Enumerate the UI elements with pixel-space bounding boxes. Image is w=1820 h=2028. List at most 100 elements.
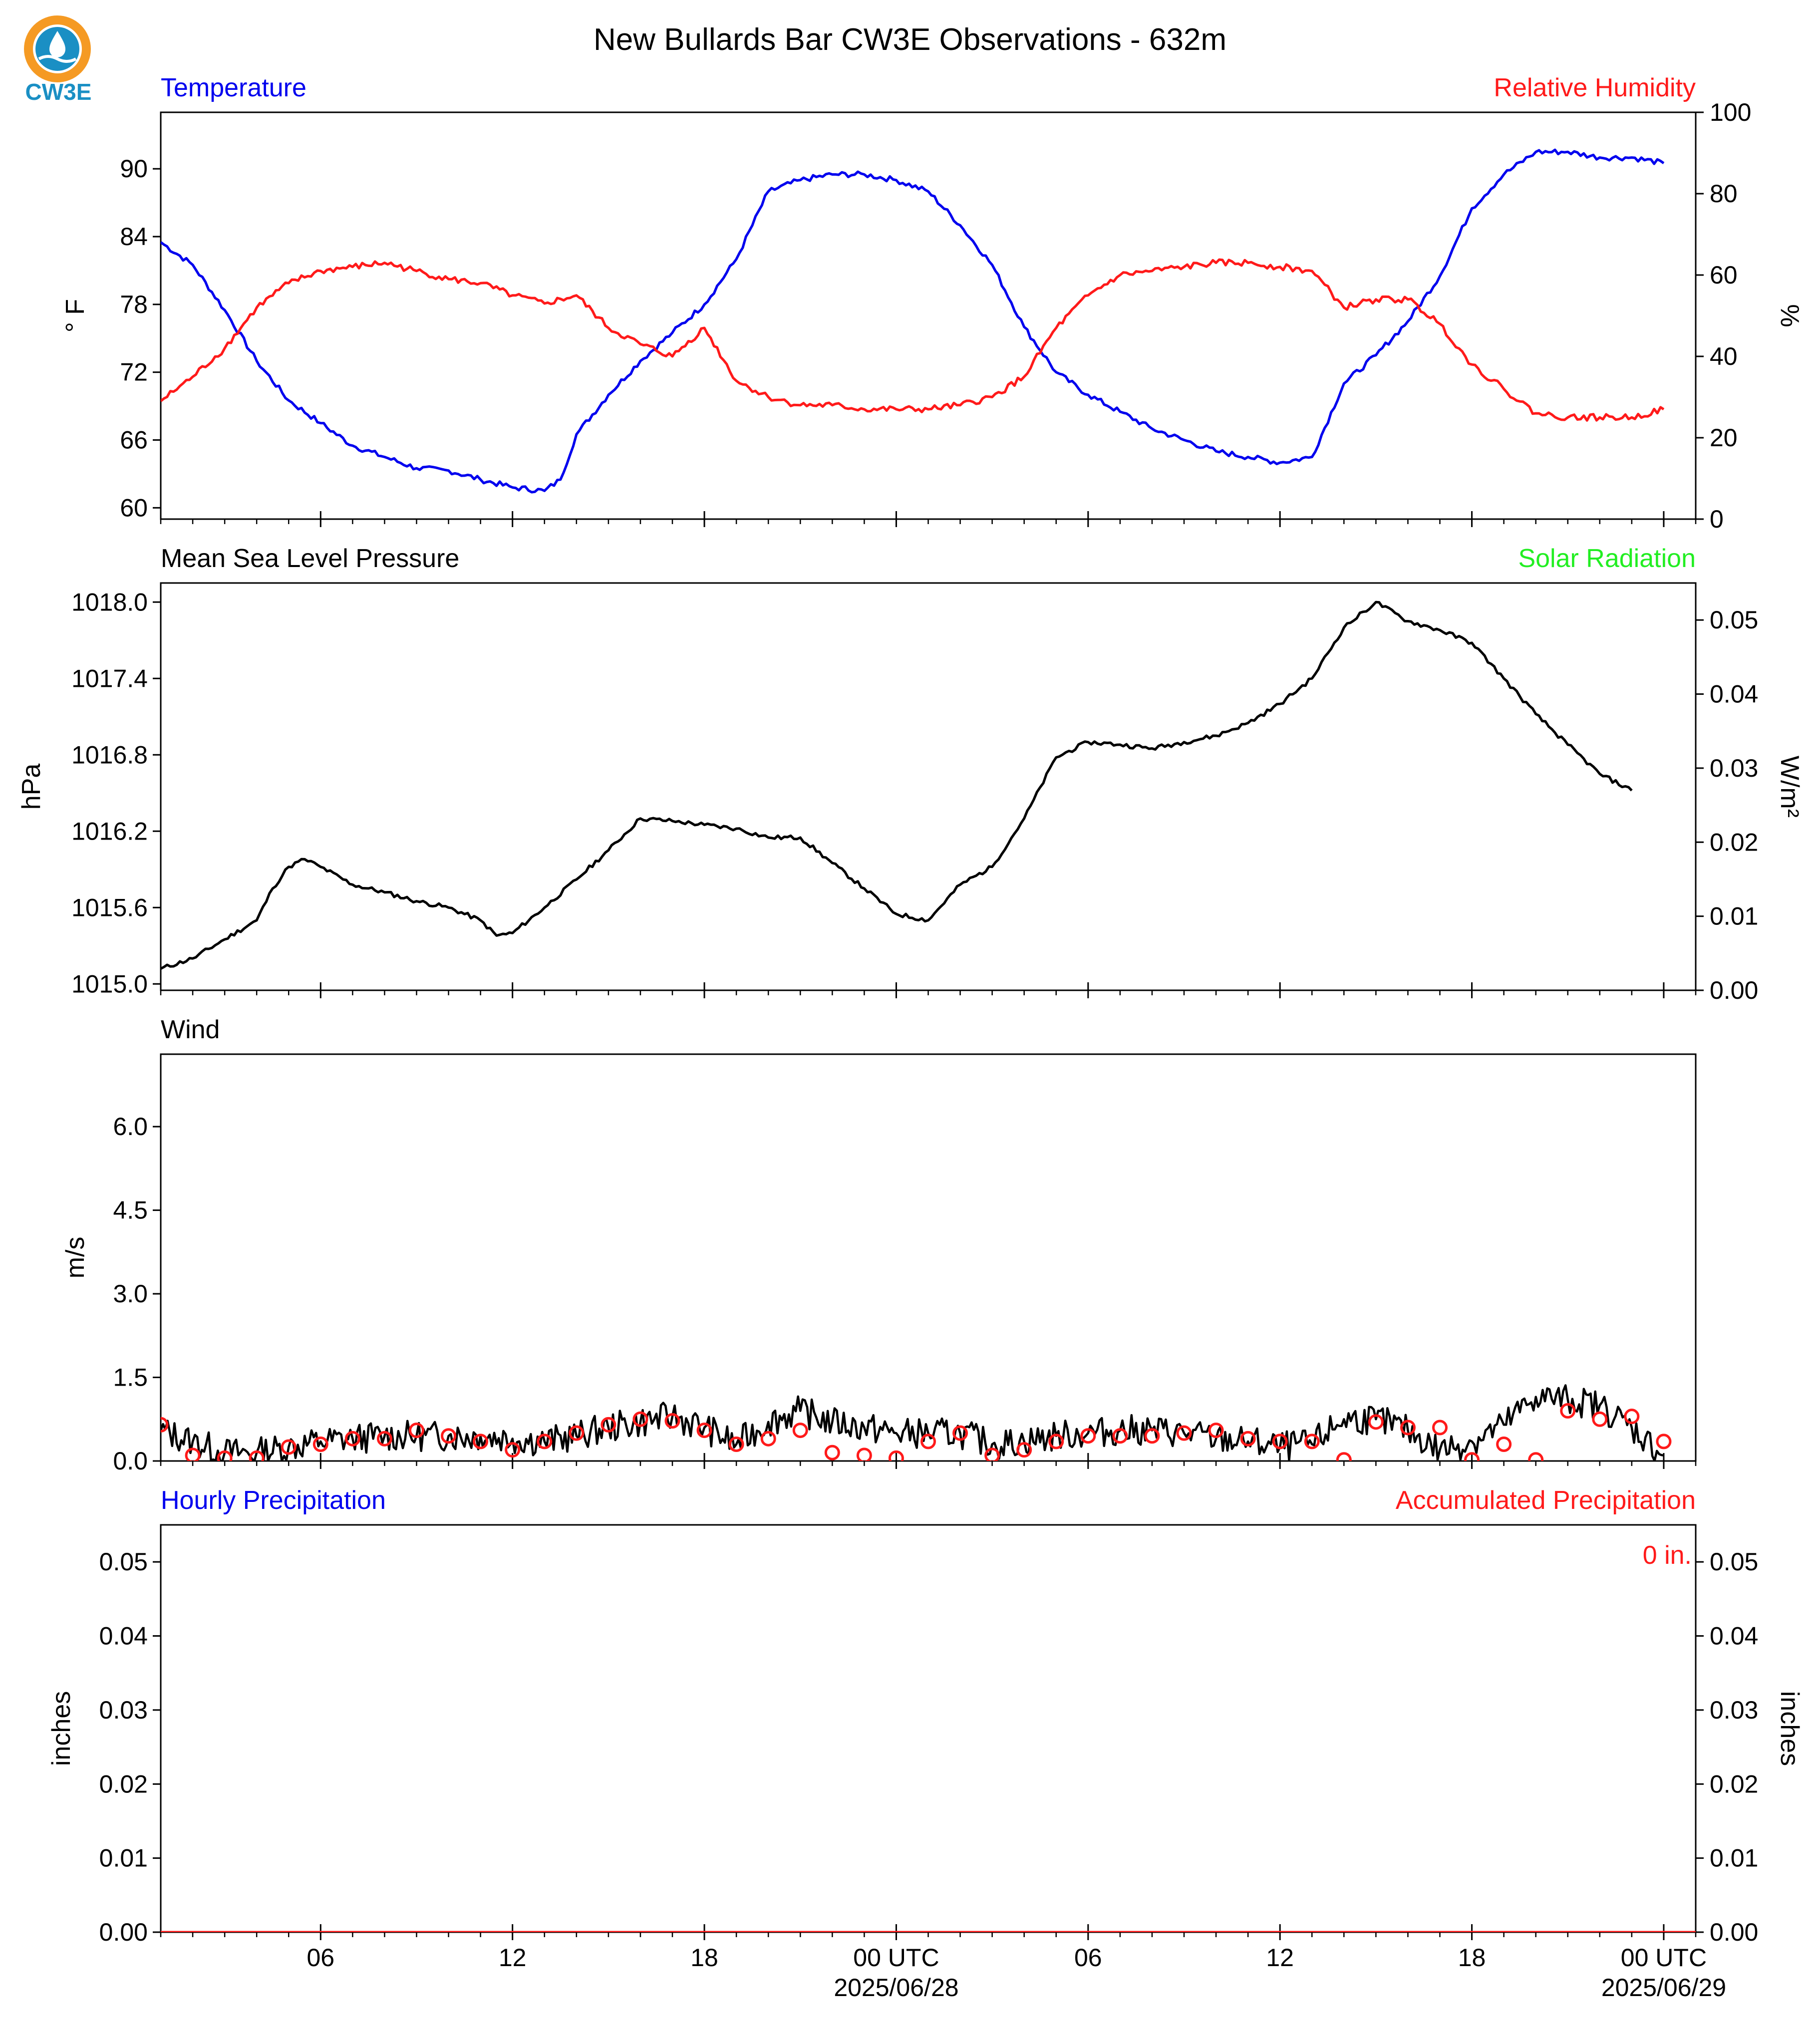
y-tick-label-left: 0.00 (99, 1918, 148, 1946)
wind-hourly-marker (1496, 1437, 1512, 1452)
wind-hourly-marker (1592, 1411, 1608, 1427)
x-tick-label: 00 UTC (853, 1944, 939, 1972)
wind-hourly-marker (856, 1448, 872, 1461)
series-line-mean-sea-level-pressure (161, 600, 1633, 970)
panel-2: 1015.0 1015.6 1016.2 1016.8 1017.4 1018.0 0.00… (17, 544, 1804, 1004)
y-tick-label-left: 1015.6 (71, 893, 148, 921)
series-line-temperature (161, 148, 1665, 494)
y-tick-label-right: 0.05 (1710, 1548, 1758, 1576)
panel-title-right: Accumulated Precipitation (1396, 1486, 1696, 1515)
y-tick-label-left: 0.02 (99, 1770, 148, 1798)
wind-hourly-marker (505, 1442, 521, 1458)
y-tick-label-left: 3.0 (113, 1280, 148, 1308)
wind-hourly-marker (409, 1423, 424, 1439)
y-tick-label-left: 1016.8 (71, 741, 148, 769)
wind-hourly-marker (1304, 1434, 1320, 1449)
accumulated-total-label: 0 in. (1643, 1541, 1692, 1570)
wind-hourly-marker (888, 1450, 904, 1461)
logo-text: CW3E (25, 79, 92, 105)
y-tick-label-left: 90 (120, 155, 148, 183)
wind-hourly-marker (249, 1450, 265, 1461)
cw3e-logo: CW3E (24, 15, 92, 105)
y-tick-label-left: 1.5 (113, 1364, 148, 1392)
y-tick-label-right: 0.03 (1710, 1696, 1758, 1724)
y-tick-label-right: 0.02 (1710, 828, 1758, 856)
wind-hourly-marker (473, 1434, 489, 1449)
wind-hourly-marker (760, 1431, 776, 1447)
y-tick-label-left: 78 (120, 290, 148, 318)
wind-hourly-marker (185, 1448, 201, 1461)
wind-hourly-marker (824, 1445, 840, 1460)
x-tick-label: 06 (1074, 1944, 1102, 1972)
panel-title-left: Temperature (161, 73, 306, 102)
plot-frame (160, 1524, 1697, 1933)
y-tick-label-left: 84 (120, 223, 148, 251)
panel-title-right: Relative Humidity (1494, 73, 1696, 102)
wind-hourly-marker (696, 1423, 712, 1439)
y-tick-label-right: 80 (1710, 180, 1738, 208)
y-tick-label-right: 0.02 (1710, 1770, 1758, 1798)
x-tick-label: 18 (1458, 1944, 1486, 1972)
wind-hourly-marker (1656, 1434, 1672, 1449)
wind-hourly-marker (984, 1448, 1000, 1461)
y-axis-label-left: inches (47, 1691, 76, 1766)
wind-hourly-marker (1400, 1420, 1416, 1436)
wind-hourly-marker (1272, 1434, 1288, 1449)
panel-title-left: Wind (161, 1015, 220, 1044)
series-line-wind-speed (161, 1384, 1664, 1461)
x-tick-label: 12 (1266, 1944, 1294, 1972)
y-tick-label-right: 40 (1710, 342, 1738, 370)
y-tick-label-left: 6.0 (113, 1113, 148, 1141)
y-tick-label-left: 66 (120, 426, 148, 454)
panel-title-left: Hourly Precipitation (161, 1486, 386, 1515)
x-tick-label: 00 UTC (1621, 1944, 1707, 1972)
wind-hourly-marker (664, 1413, 680, 1429)
wind-hourly-marker (1048, 1434, 1064, 1449)
wind-hourly-marker (441, 1428, 457, 1444)
wind-hourly-marker (1080, 1428, 1096, 1444)
y-tick-label-right: 60 (1710, 261, 1738, 289)
y-tick-label-left: 1015.0 (71, 970, 148, 998)
x-tick-date-label: 2025/06/28 (834, 1974, 958, 2002)
plot-frame (160, 111, 1697, 520)
wind-hourly-marker (920, 1434, 936, 1449)
y-axis-label-right: W/m² (1775, 756, 1804, 818)
y-tick-label-left: 0.0 (113, 1447, 148, 1475)
y-tick-label-right: 0.05 (1710, 606, 1758, 634)
x-tick-label: 12 (499, 1944, 527, 1972)
wind-hourly-marker (728, 1437, 744, 1452)
x-tick-date-label: 2025/06/29 (1601, 1974, 1726, 2002)
x-tick-label: 06 (307, 1944, 335, 1972)
plot-frame (160, 582, 1697, 991)
y-tick-label-left: 72 (120, 358, 148, 386)
y-tick-label-right: 0.01 (1710, 1844, 1758, 1872)
wind-hourly-marker (632, 1411, 648, 1427)
y-axis-label-right: % (1775, 304, 1804, 327)
y-tick-label-right: 0 (1710, 505, 1724, 533)
wind-hourly-marker (1560, 1403, 1576, 1419)
panel-title-left: Mean Sea Level Pressure (161, 544, 459, 573)
y-tick-label-left: 4.5 (113, 1196, 148, 1224)
y-axis-label-left: hPa (17, 764, 46, 810)
figure-title: New Bullards Bar CW3E Observations - 632… (594, 22, 1226, 57)
wind-hourly-marker (1144, 1428, 1160, 1444)
y-tick-label-right: 0.00 (1710, 976, 1758, 1004)
logo-drop-icon (49, 31, 65, 57)
y-tick-label-left: 0.03 (99, 1696, 148, 1724)
y-tick-label-left: 60 (120, 494, 148, 522)
y-tick-label-right: 0.04 (1710, 1622, 1758, 1650)
series-line-relative-humidity (161, 258, 1665, 422)
x-tick-label: 18 (690, 1944, 718, 1972)
wind-hourly-marker (1240, 1431, 1256, 1447)
panel-4: 0.00 0.01 0.02 0.03 0.04 0.05 0.00 0.01 0.02 0.03… (47, 1486, 1804, 2002)
y-axis-label-left: ° F (61, 299, 90, 332)
wind-hourly-marker (281, 1439, 297, 1455)
y-tick-label-left: 1017.4 (71, 664, 148, 692)
panel-1: 60 66 72 78 84 90 0 20 40 60 80 100 Temperature Relat… (61, 73, 1804, 533)
wind-hourly-marker (312, 1437, 328, 1452)
y-tick-label-right: 0.00 (1710, 1918, 1758, 1946)
plot-frame (160, 1053, 1697, 1462)
wind-hourly-marker (1112, 1428, 1128, 1444)
wind-hourly-marker (1528, 1452, 1544, 1461)
